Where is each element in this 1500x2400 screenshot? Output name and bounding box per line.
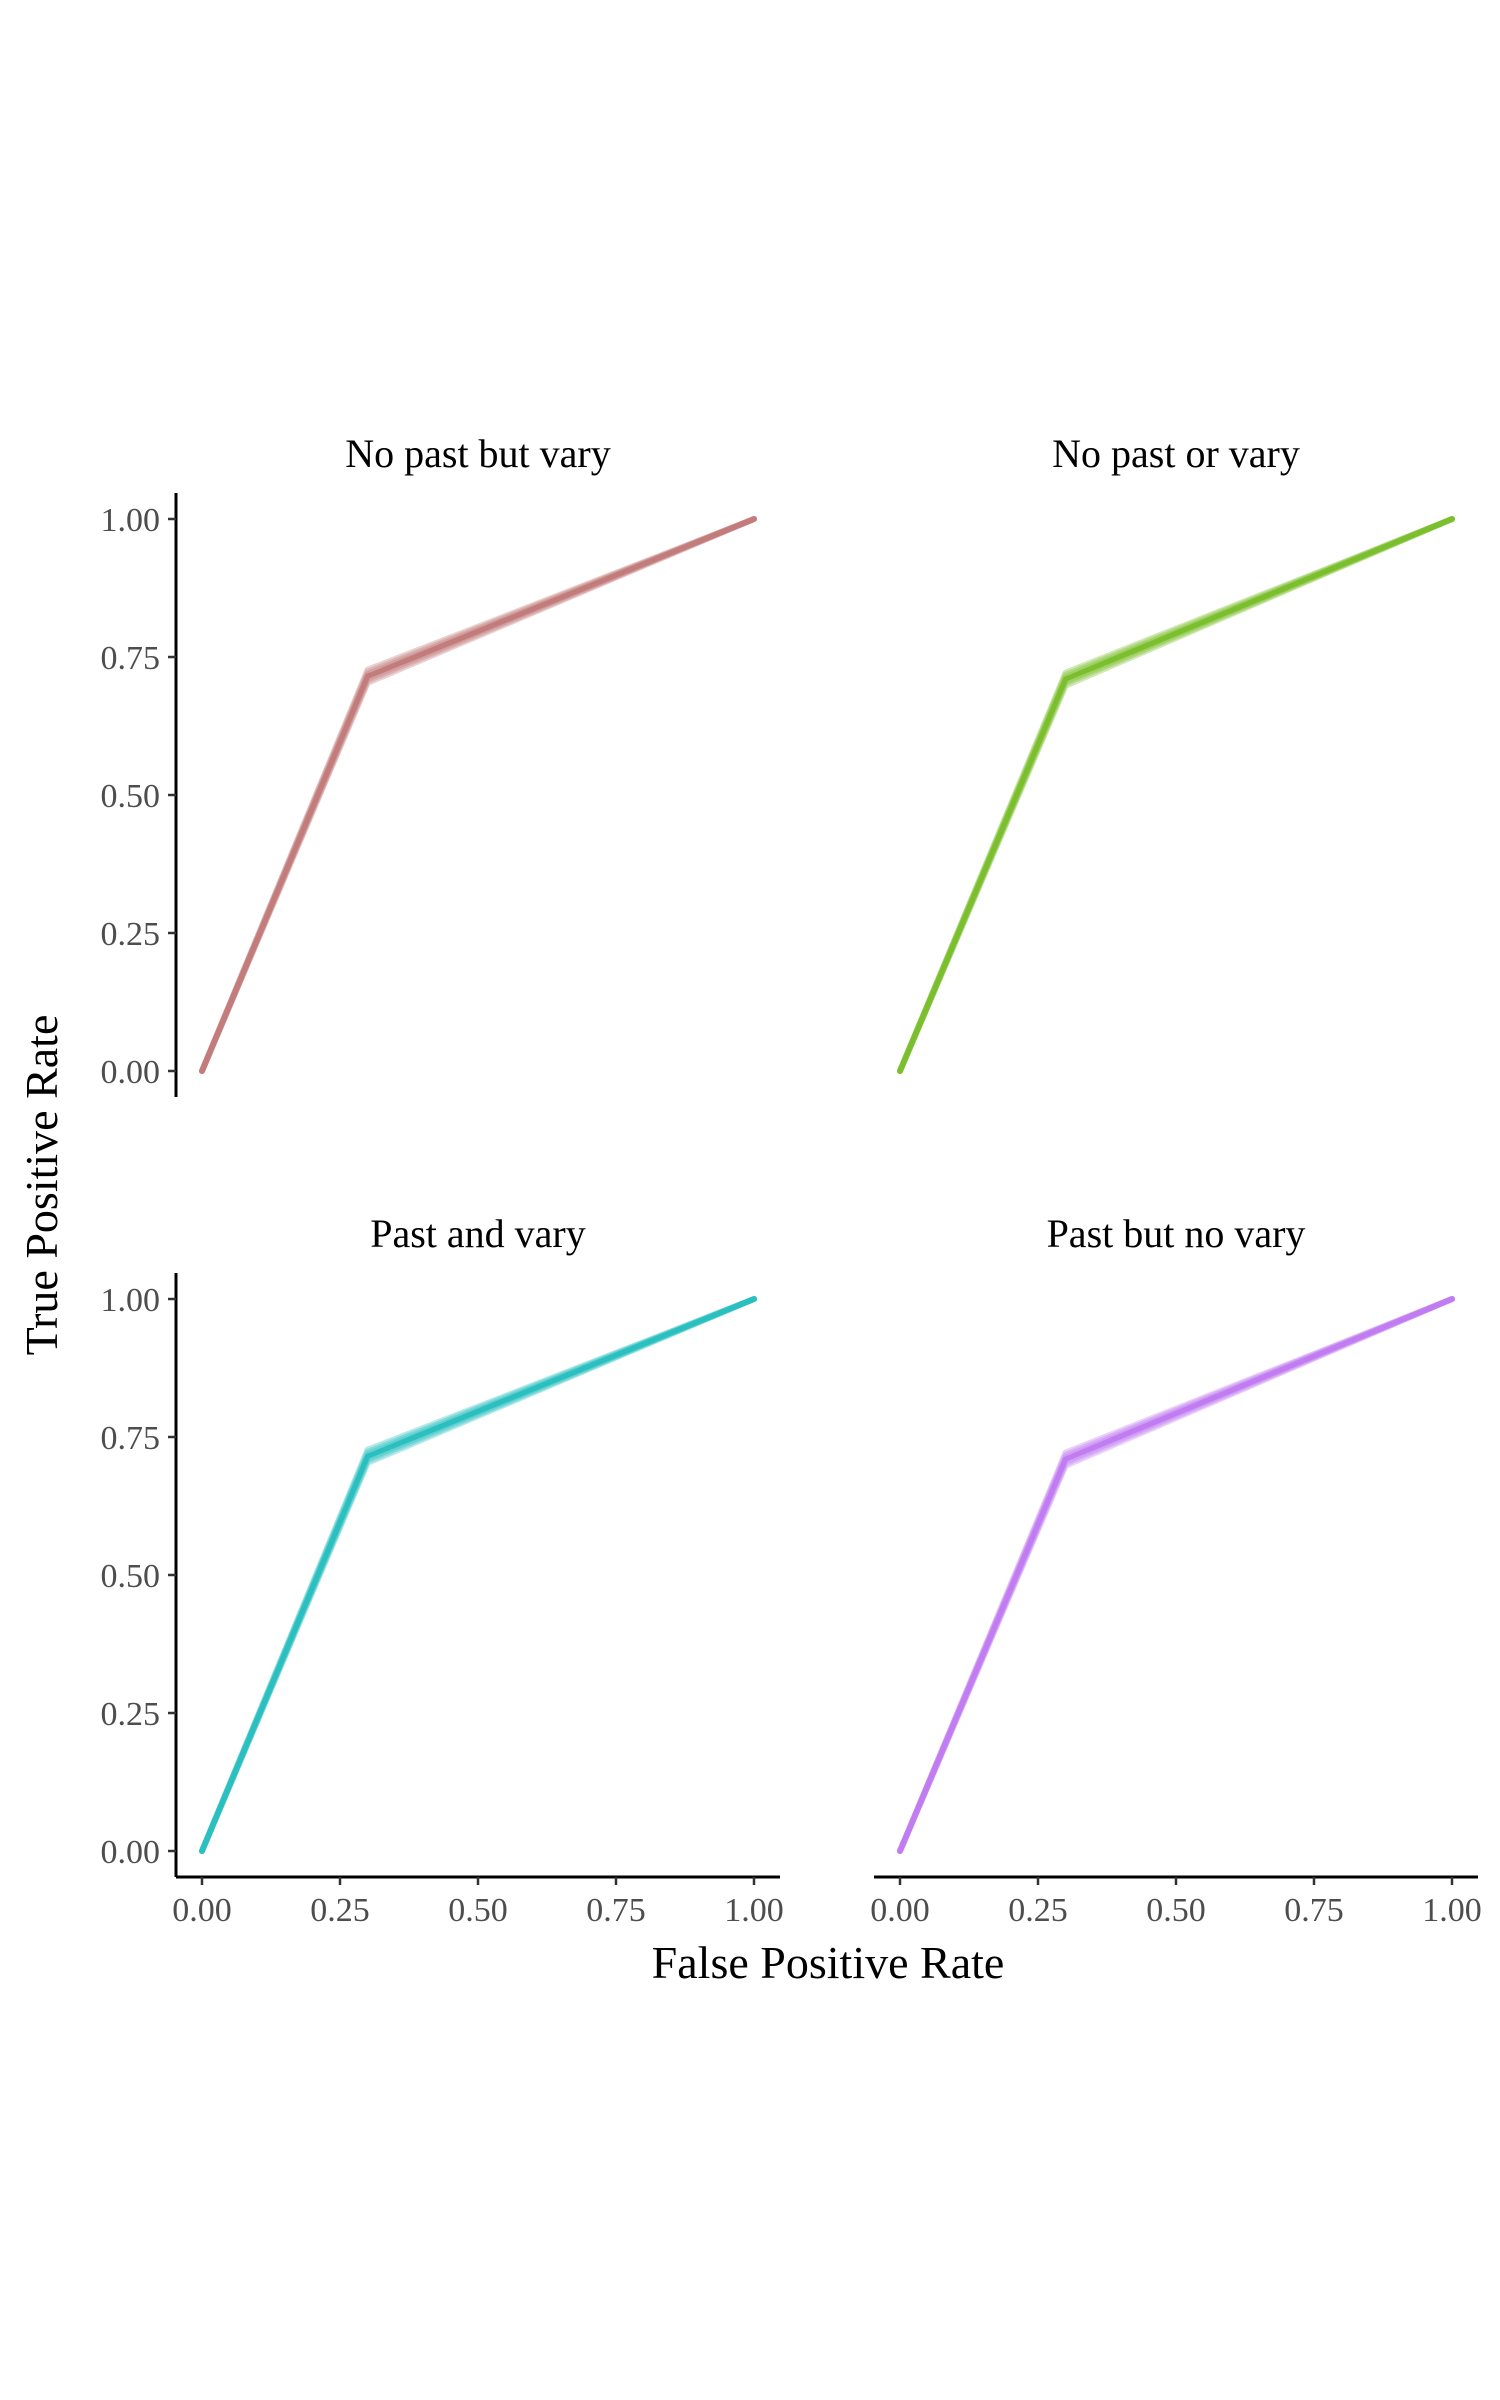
roc-band-line [199,516,757,1074]
roc-band-line [897,516,1455,1074]
y-tick-label: 0.50 [101,1558,161,1595]
roc-curve [199,1296,757,1854]
roc-band-line [199,1296,757,1854]
roc-band-line [897,1296,1455,1854]
x-tick-label: 0.75 [586,1892,646,1929]
x-tick-label: 0.25 [310,1892,370,1929]
facet-panel: No past or vary [897,431,1455,1074]
roc-band-line [897,1296,1455,1854]
roc-band-line [897,1296,1455,1854]
y-tick-label: 1.00 [101,502,161,539]
x-axis-title: False Positive Rate [652,1937,1005,1988]
roc-band-line [897,1296,1455,1854]
roc-curve [897,1296,1455,1854]
roc-band-line [199,516,757,1074]
x-tick-label: 0.25 [1008,1892,1068,1929]
y-tick-label: 0.00 [101,1834,161,1871]
roc-band-line [897,516,1455,1074]
facet-panel: Past and vary 0.00 0.25 0.50 0.75 1.00 0.00 0.2… [101,1211,784,1929]
roc-band-line [897,516,1455,1074]
roc-curve [897,516,1455,1074]
facet-title: Past and vary [370,1211,586,1256]
roc-band-line [897,1296,1455,1854]
y-tick-label: 1.00 [101,1282,161,1319]
y-tick-label: 0.25 [101,1696,161,1733]
y-tick-label: 0.75 [101,640,161,677]
facet-panel: No past but vary 0.00 0.25 0.50 0.75 1.00 [101,431,757,1097]
facet-title: Past but no vary [1047,1211,1306,1256]
x-tick-label: 1.00 [1422,1892,1482,1929]
y-axis-title: True Positive Rate [16,1015,67,1356]
roc-band-line [199,516,757,1074]
roc-band-line [199,1296,757,1854]
roc-band-line [897,516,1455,1074]
y-tick-label: 0.25 [101,916,161,953]
roc-band-line [199,516,757,1074]
y-tick-label: 0.50 [101,778,161,815]
y-tick-label: 0.00 [101,1054,161,1091]
x-tick-label: 0.00 [172,1892,232,1929]
roc-band-line [199,1296,757,1854]
x-tick-label: 0.50 [448,1892,508,1929]
roc-band-line [199,516,757,1074]
x-tick-label: 0.75 [1284,1892,1344,1929]
roc-band-line [199,1296,757,1854]
facet-panel: Past but no vary 0.00 0.25 0.50 0.75 1.00 [870,1211,1482,1929]
roc-band-line [897,1296,1455,1854]
roc-curve [199,516,757,1074]
roc-band-line [897,516,1455,1074]
x-tick-label: 0.00 [870,1892,930,1929]
x-tick-label: 0.50 [1146,1892,1206,1929]
y-tick-label: 0.75 [101,1420,161,1457]
roc-band-line [199,1296,757,1854]
x-tick-label: 1.00 [724,1892,784,1929]
roc-band-line [897,516,1455,1074]
roc-band-line [199,516,757,1074]
roc-band-line [199,1296,757,1854]
roc-band-line [897,1296,1455,1854]
roc-band-line [897,516,1455,1074]
facet-title: No past but vary [345,431,611,476]
roc-band-line [199,516,757,1074]
roc-band-line [199,1296,757,1854]
facet-title: No past or vary [1052,431,1300,476]
